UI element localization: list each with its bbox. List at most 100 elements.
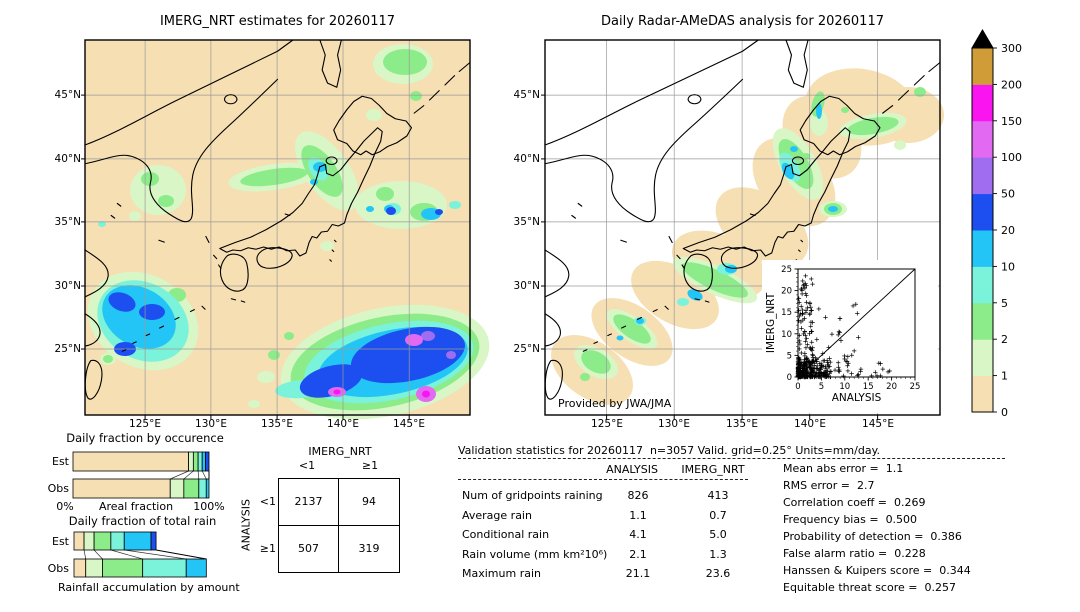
left-map-lat-tick: 45°N — [54, 89, 81, 101]
stats-divider-top — [458, 458, 1005, 459]
right-map-lon-tick: 145°E — [862, 418, 894, 430]
occurrence-x-right: 100% — [193, 500, 225, 513]
stats-row-label: Rain volume (mm km²10⁶) — [462, 547, 608, 561]
totalrain-chart-title: Daily fraction of total rain — [68, 514, 217, 528]
contingency-col-label-lt1: <1 — [298, 459, 316, 472]
score-label: Mean abs error — [783, 461, 867, 475]
occurrence-row-label-obs: Obs — [47, 482, 69, 495]
stats-row-label: Average rain — [462, 508, 532, 522]
right-map-lon-tick: 140°E — [794, 418, 826, 430]
totalrain-row-label-obs: Obs — [47, 562, 69, 575]
occurrence-chart — [72, 451, 210, 499]
score-line: Probability of detection = 0.386 — [783, 529, 962, 543]
right-map-lon-tick: 125°E — [591, 418, 623, 430]
inset-y-tick: 5 — [787, 351, 792, 361]
right-map-title: Daily Radar-AMeDAS analysis for 20260117 — [601, 14, 884, 29]
right-map-lat-tick: 40°N — [513, 153, 540, 165]
stats-row-analysis-value: 21.1 — [625, 567, 651, 581]
left-map-lat-tick: 40°N — [54, 153, 81, 165]
occurrence-chart-title: Daily fraction by occurence — [66, 431, 224, 445]
coastline — [85, 40, 470, 399]
inset-x-label: ANALYSIS — [832, 392, 882, 404]
contingency-col-group: IMERG_NRT — [308, 445, 372, 458]
stats-col-analysis: ANALYSIS — [606, 463, 658, 476]
scatter-inset: 0 5 10 15 20 25 0 5 10 15 20 25 ANALYSIS IMERG_NRT — [762, 260, 938, 413]
right-map-lat-tick: 35°N — [513, 216, 540, 228]
occurrence-row-label-est: Est — [52, 455, 69, 468]
left-map-canvas — [81, 40, 490, 420]
score-label: Equitable threat score — [783, 581, 905, 595]
contingency-col-label-ge1: ≥1 — [361, 459, 379, 472]
score-line: RMS error = 2.7 — [783, 478, 875, 492]
score-value: 1.1 — [885, 461, 904, 475]
occurrence-x-label: Areal fraction — [98, 500, 174, 513]
scatter-inset-canvas: 0 5 10 15 20 25 0 5 10 15 20 25 ANALYSIS IMERG_NRT — [765, 265, 921, 404]
contingency-cell-hits-none: 2137 — [279, 479, 339, 526]
totalrain-row-label-est: Est — [52, 535, 69, 548]
stats-row-label: Conditional rain — [462, 528, 550, 542]
score-line: Mean abs error = 1.1 — [783, 461, 904, 475]
stats-row-analysis-value: 826 — [627, 489, 649, 502]
colorbar-tick: 2 — [1001, 333, 1008, 346]
left-map — [81, 40, 490, 420]
inset-y-label: IMERG_NRT — [765, 292, 777, 353]
score-label: Correlation coeff — [783, 495, 875, 509]
score-line: Correlation coeff = 0.269 — [783, 495, 926, 509]
stats-row-imerg-value: 1.3 — [709, 547, 727, 561]
left-map-lon-tick: 135°E — [261, 418, 293, 430]
stats-row-imerg-value: 5.0 — [709, 528, 727, 542]
contingency-row-label-ge1: ≥1 — [259, 542, 276, 555]
totalrain-chart — [73, 531, 207, 578]
left-map-lat-tick: 25°N — [54, 343, 81, 355]
inset-x-tick: 5 — [819, 382, 824, 392]
map-credit: Provided by JWA/JMA — [558, 397, 672, 410]
score-line: Equitable threat score = 0.257 — [783, 581, 956, 595]
score-value: 2.7 — [856, 478, 875, 492]
left-map-rain-blobs — [87, 44, 490, 420]
colorbar-tick: 300 — [1001, 42, 1022, 55]
occurrence-x-left: 0% — [56, 500, 74, 513]
stats-row-analysis-value: 1.1 — [629, 508, 647, 522]
stats-title: Validation statistics for 20260117 n=305… — [458, 444, 881, 457]
left-map-lon-tick: 130°E — [195, 418, 227, 430]
inset-x-tick: 15 — [863, 382, 874, 392]
score-value: 0.269 — [894, 495, 926, 509]
score-value: 0.386 — [930, 529, 962, 543]
left-map-lon-tick: 125°E — [129, 418, 161, 430]
stats-col-imerg: IMERG_NRT — [681, 463, 745, 476]
score-label: RMS error — [783, 478, 838, 492]
score-value: 0.500 — [885, 512, 918, 526]
score-line: Hanssen & Kuipers score = 0.344 — [783, 564, 971, 578]
stats-row-imerg-value: 413 — [707, 489, 729, 502]
inset-y-tick: 10 — [781, 330, 792, 340]
contingency-row-group: ANALYSIS — [239, 499, 253, 551]
score-label: Frequency bias — [783, 512, 866, 526]
inset-x-tick: 20 — [886, 382, 897, 392]
inset-x-tick: 10 — [839, 382, 850, 392]
colorbar-tick: 150 — [1001, 115, 1022, 128]
left-map-lon-tick: 140°E — [327, 418, 359, 430]
contingency-row-label-lt1: <1 — [259, 495, 276, 508]
contingency-cell-false-alarm: 94 — [339, 479, 399, 526]
colorbar: 0 1 2 5 10 20 50 100 150 200 300 — [965, 28, 1079, 420]
right-map-lon-tick: 130°E — [658, 418, 690, 430]
contingency-table: 2137 94 507 319 — [278, 478, 400, 573]
right-map-rain-blobs — [574, 87, 926, 381]
inset-x-tick: 0 — [795, 382, 800, 392]
inset-x-tick: 25 — [910, 382, 921, 392]
score-line: Frequency bias = 0.500 — [783, 512, 918, 526]
left-map-lon-tick: 145°E — [393, 418, 425, 430]
right-map-canvas — [541, 40, 944, 419]
score-label: Probability of detection — [783, 529, 911, 543]
colorbar-tick: 5 — [1001, 297, 1008, 310]
score-value: 0.257 — [924, 581, 956, 595]
score-label: Hanssen & Kuipers score — [783, 564, 920, 578]
colorbar-tick: 200 — [1001, 78, 1022, 91]
score-value: 0.228 — [894, 547, 926, 560]
colorbar-tick: 10 — [1001, 260, 1015, 273]
contingency-cell-miss: 507 — [279, 525, 339, 572]
stats-row-analysis-value: 4.1 — [629, 528, 647, 542]
score-line: False alarm ratio = 0.228 — [783, 547, 926, 560]
totalrain-x-label: Rainfall accumulation by amount — [58, 581, 240, 594]
